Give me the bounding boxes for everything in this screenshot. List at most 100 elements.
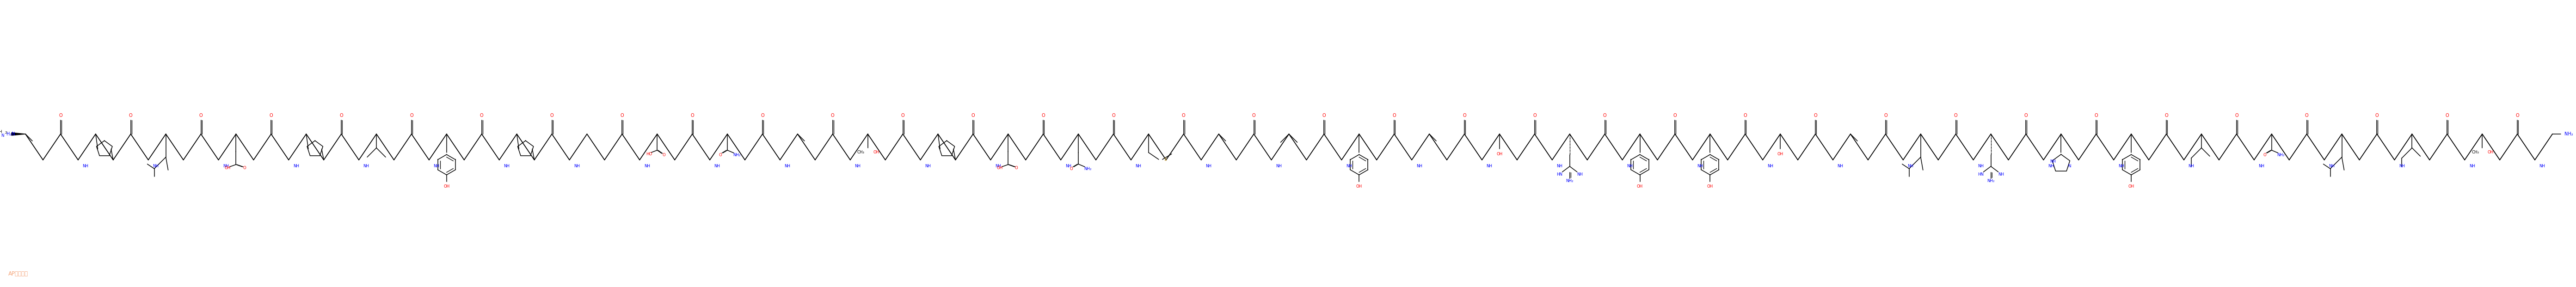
Text: NH: NH xyxy=(1837,164,1844,168)
Text: OH: OH xyxy=(873,150,878,155)
Text: O: O xyxy=(2445,113,2450,118)
Text: O: O xyxy=(2164,113,2169,118)
Text: O: O xyxy=(621,113,623,118)
Text: NH: NH xyxy=(1698,164,1703,168)
Text: H₂N: H₂N xyxy=(5,132,15,136)
Text: NH: NH xyxy=(2259,164,2264,168)
Text: NH: NH xyxy=(505,164,510,168)
Text: O: O xyxy=(198,113,204,118)
Text: OH: OH xyxy=(443,184,451,189)
Text: NH: NH xyxy=(1978,164,1984,168)
Text: NH: NH xyxy=(1625,164,1633,168)
Text: OH: OH xyxy=(1708,184,1713,189)
Text: O: O xyxy=(1252,113,1255,118)
Text: O: O xyxy=(1602,113,1607,118)
Text: OH: OH xyxy=(2128,184,2136,189)
Text: NH: NH xyxy=(1556,164,1564,168)
Text: CH₃: CH₃ xyxy=(858,150,866,155)
Text: NH₂: NH₂ xyxy=(1566,179,1574,183)
Text: O: O xyxy=(129,113,131,118)
Text: NH: NH xyxy=(1906,164,1914,168)
Text: O: O xyxy=(1955,113,1958,118)
Text: NH: NH xyxy=(2117,164,2125,168)
Text: NH: NH xyxy=(1577,172,1582,177)
Text: NH: NH xyxy=(363,164,368,168)
Text: O: O xyxy=(2025,113,2027,118)
Text: O: O xyxy=(2517,113,2519,118)
Text: HO: HO xyxy=(647,152,652,156)
Text: OH: OH xyxy=(1777,152,1783,156)
Text: O: O xyxy=(832,113,835,118)
Polygon shape xyxy=(10,133,26,135)
Text: NH: NH xyxy=(1767,164,1772,168)
Text: O: O xyxy=(551,113,554,118)
Text: O: O xyxy=(1394,113,1396,118)
Text: O: O xyxy=(270,113,273,118)
Text: NH: NH xyxy=(82,164,88,168)
Text: OH: OH xyxy=(1636,184,1643,189)
Text: OH: OH xyxy=(1355,184,1363,189)
Text: O: O xyxy=(1463,113,1466,118)
Text: O: O xyxy=(719,153,721,157)
Text: O: O xyxy=(1015,166,1018,170)
Text: OH: OH xyxy=(2488,150,2494,155)
Text: OH: OH xyxy=(224,166,232,170)
Text: NH: NH xyxy=(644,164,649,168)
Text: O: O xyxy=(690,113,693,118)
Text: NH: NH xyxy=(1275,164,1283,168)
Text: NH: NH xyxy=(1417,164,1422,168)
Text: O: O xyxy=(59,113,62,118)
Text: O: O xyxy=(1814,113,1816,118)
Text: O: O xyxy=(410,113,412,118)
Text: NH: NH xyxy=(925,164,930,168)
Text: NH: NH xyxy=(574,164,580,168)
Text: O: O xyxy=(662,153,665,157)
Text: NH₂: NH₂ xyxy=(1986,179,1994,183)
Text: O: O xyxy=(1883,113,1888,118)
Text: O: O xyxy=(1744,113,1747,118)
Text: NH: NH xyxy=(1066,164,1072,168)
Text: NH₂: NH₂ xyxy=(2277,153,2285,157)
Text: AP专肽生物: AP专肽生物 xyxy=(8,271,28,277)
Text: OH: OH xyxy=(997,166,1002,170)
Text: NH: NH xyxy=(433,164,440,168)
Text: NH: NH xyxy=(1999,172,2004,177)
Text: N: N xyxy=(0,133,3,137)
Text: NH: NH xyxy=(2329,164,2334,168)
Text: O: O xyxy=(2094,113,2097,118)
Text: O: O xyxy=(242,166,245,170)
Text: NH: NH xyxy=(2468,164,2476,168)
Text: NH: NH xyxy=(2540,164,2545,168)
Text: NH: NH xyxy=(2050,159,2056,163)
Text: O: O xyxy=(1674,113,1677,118)
Text: NH₂: NH₂ xyxy=(732,153,739,157)
Text: NH: NH xyxy=(224,164,229,168)
Text: O: O xyxy=(902,113,904,118)
Text: NH: NH xyxy=(152,164,160,168)
Text: NH: NH xyxy=(2398,164,2406,168)
Text: NH: NH xyxy=(294,164,299,168)
Text: O: O xyxy=(971,113,974,118)
Text: NH: NH xyxy=(855,164,860,168)
Text: HN: HN xyxy=(1978,172,1984,177)
Text: O: O xyxy=(2375,113,2378,118)
Text: O: O xyxy=(760,113,765,118)
Text: NH: NH xyxy=(2048,164,2053,168)
Text: O: O xyxy=(1041,113,1046,118)
Text: O: O xyxy=(1069,167,1074,171)
Text: OH: OH xyxy=(1497,152,1502,156)
Text: NH: NH xyxy=(1486,164,1492,168)
Text: NH: NH xyxy=(786,164,791,168)
Text: O: O xyxy=(1321,113,1327,118)
Text: O: O xyxy=(340,113,343,118)
Text: O: O xyxy=(2236,113,2239,118)
Text: O: O xyxy=(2306,113,2308,118)
Text: NH: NH xyxy=(2187,164,2195,168)
Text: NH: NH xyxy=(714,164,721,168)
Text: O: O xyxy=(1113,113,1115,118)
Text: O: O xyxy=(2264,153,2267,157)
Text: CH₃: CH₃ xyxy=(2470,150,2478,155)
Text: NH: NH xyxy=(994,164,1002,168)
Text: N: N xyxy=(2069,164,2071,168)
Text: NH₂: NH₂ xyxy=(2563,132,2573,136)
